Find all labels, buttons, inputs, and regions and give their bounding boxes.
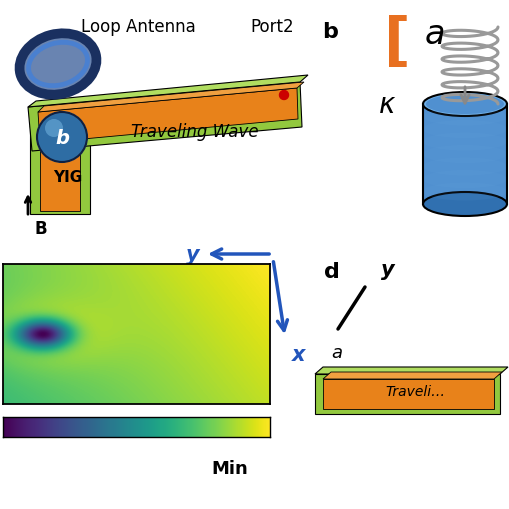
Circle shape — [53, 129, 70, 146]
Text: Min: Min — [211, 459, 248, 477]
Ellipse shape — [22, 37, 93, 93]
Circle shape — [59, 134, 65, 141]
Circle shape — [54, 130, 70, 146]
Polygon shape — [40, 125, 88, 132]
Circle shape — [47, 123, 77, 153]
Circle shape — [45, 120, 63, 138]
Circle shape — [52, 128, 71, 147]
Polygon shape — [30, 128, 90, 215]
Text: x: x — [292, 344, 305, 364]
Polygon shape — [38, 89, 297, 144]
Ellipse shape — [422, 108, 506, 126]
Polygon shape — [40, 132, 80, 212]
Circle shape — [43, 119, 81, 157]
Circle shape — [61, 137, 63, 139]
Polygon shape — [28, 76, 307, 108]
Text: B: B — [35, 219, 47, 238]
Circle shape — [50, 126, 74, 150]
Circle shape — [37, 113, 87, 163]
Text: [: [ — [383, 15, 410, 72]
Ellipse shape — [422, 192, 506, 216]
Polygon shape — [315, 374, 499, 414]
Circle shape — [56, 132, 68, 144]
Circle shape — [51, 127, 73, 149]
Text: Loop Antenna: Loop Antenna — [80, 18, 195, 36]
Circle shape — [279, 91, 288, 100]
Ellipse shape — [422, 171, 506, 189]
Text: d: d — [323, 262, 340, 281]
Ellipse shape — [422, 158, 506, 176]
Text: b: b — [55, 128, 69, 147]
Text: Traveli…: Traveli… — [384, 384, 444, 398]
Ellipse shape — [422, 121, 506, 139]
Circle shape — [58, 133, 66, 142]
Text: y: y — [380, 260, 394, 279]
Circle shape — [48, 124, 75, 151]
Circle shape — [37, 113, 87, 163]
Circle shape — [48, 124, 76, 152]
Circle shape — [44, 120, 79, 155]
Polygon shape — [322, 379, 493, 409]
Text: Traveling Wave: Traveling Wave — [131, 123, 258, 140]
Ellipse shape — [422, 146, 506, 164]
Circle shape — [46, 122, 78, 154]
Circle shape — [38, 114, 86, 162]
Polygon shape — [422, 105, 506, 205]
Circle shape — [39, 115, 85, 161]
Text: a: a — [331, 344, 342, 361]
Text: YIG: YIG — [53, 169, 82, 185]
Circle shape — [45, 121, 78, 154]
Polygon shape — [315, 367, 507, 374]
Ellipse shape — [422, 93, 506, 117]
Text: Port2: Port2 — [250, 18, 293, 36]
Ellipse shape — [422, 133, 506, 151]
Circle shape — [52, 128, 72, 148]
Text: b: b — [321, 22, 337, 42]
Circle shape — [41, 117, 82, 158]
Polygon shape — [322, 372, 501, 379]
Circle shape — [55, 131, 69, 145]
Ellipse shape — [422, 96, 506, 114]
Ellipse shape — [425, 95, 503, 115]
Circle shape — [59, 135, 65, 140]
Text: κ: κ — [378, 91, 394, 119]
Polygon shape — [30, 121, 98, 128]
Circle shape — [39, 115, 84, 160]
Circle shape — [56, 133, 67, 143]
Circle shape — [49, 125, 74, 150]
Circle shape — [42, 118, 82, 158]
Ellipse shape — [422, 183, 506, 201]
Circle shape — [44, 120, 80, 156]
Text: y: y — [186, 244, 200, 265]
Text: a: a — [424, 18, 444, 51]
Circle shape — [40, 116, 83, 159]
Polygon shape — [28, 83, 301, 152]
Circle shape — [60, 136, 64, 139]
Polygon shape — [38, 83, 303, 113]
